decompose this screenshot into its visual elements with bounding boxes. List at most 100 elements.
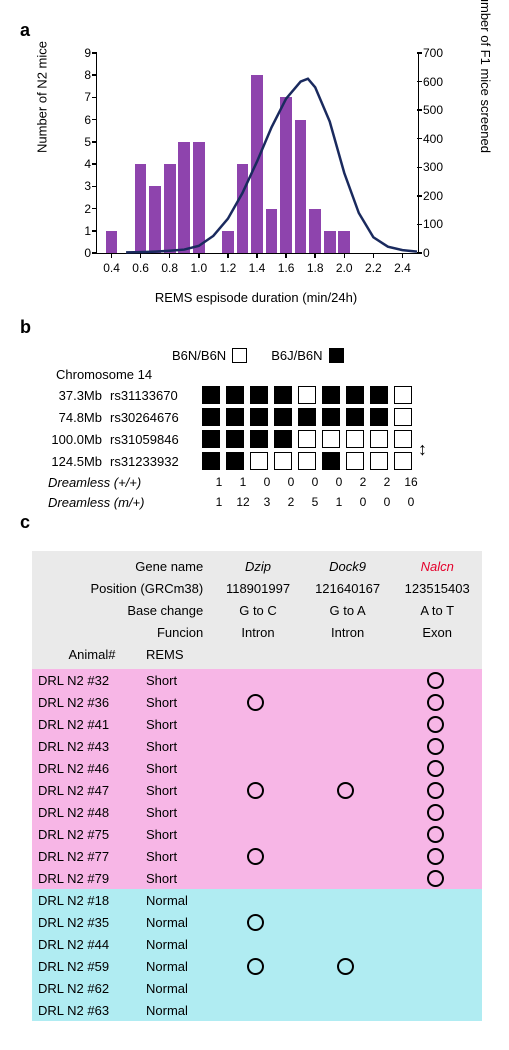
genotype-cell (274, 408, 292, 426)
header-row: Base changeG to CG to AA to T (32, 599, 482, 621)
genotype-cell (298, 452, 316, 470)
rems-label: Short (146, 871, 210, 886)
rems-label: Short (146, 739, 210, 754)
mutation-mark-icon (427, 804, 444, 821)
rems-label: Short (146, 849, 210, 864)
ytick-right: 0 (417, 246, 430, 260)
line-series (97, 53, 417, 253)
rems-label: Normal (146, 1003, 210, 1018)
snp-row: 37.3Mbrs31133670 (32, 384, 489, 406)
ytick-right: 100 (417, 217, 443, 231)
animal-id: DRL N2 #36 (32, 695, 146, 710)
mutation-mark-icon (427, 782, 444, 799)
chart-a-xlabel: REMS espisode duration (min/24h) (96, 290, 416, 305)
mutation-cell (210, 958, 300, 975)
table-row: DRL N2 #63Normal (32, 999, 482, 1021)
count-label: Dreamless (+/+) (32, 475, 210, 490)
mutation-mark-icon (427, 716, 444, 733)
header-cell: G to C (213, 603, 303, 618)
mutation-mark-icon (427, 760, 444, 777)
count-value: 0 (306, 475, 324, 489)
genotype-cell (202, 408, 220, 426)
snp-position: 124.5Mb (32, 454, 110, 469)
panel-c-short-block: DRL N2 #32ShortDRL N2 #36ShortDRL N2 #41… (32, 669, 482, 889)
genotype-cell (226, 430, 244, 448)
header-cell: Dock9 (303, 559, 393, 574)
count-label: Dreamless (m/+) (32, 495, 210, 510)
xtick: 2.4 (394, 253, 411, 275)
snp-position: 37.3Mb (32, 388, 110, 403)
animal-id: DRL N2 #75 (32, 827, 146, 842)
mutation-mark-icon (247, 958, 264, 975)
genotype-cell (250, 386, 268, 404)
mutation-cell (390, 804, 480, 821)
panel-b-counts: Dreamless (+/+)1100002216Dreamless (m/+)… (32, 472, 489, 512)
mutation-mark-icon (247, 914, 264, 931)
animal-id: DRL N2 #79 (32, 871, 146, 886)
ytick-left: 5 (84, 135, 97, 149)
count-row: Dreamless (+/+)1100002216 (32, 472, 489, 492)
count-value: 12 (234, 495, 252, 509)
animal-id: DRL N2 #59 (32, 959, 146, 974)
panel-c-normal-block: DRL N2 #18NormalDRL N2 #35NormalDRL N2 #… (32, 889, 482, 1021)
ytick-right: 300 (417, 160, 443, 174)
snp-position: 100.0Mb (32, 432, 110, 447)
genotype-cell (346, 386, 364, 404)
panel-b-rows: 37.3Mbrs3113367074.8Mbrs30264676100.0Mbr… (32, 384, 489, 472)
header-label: Base change (32, 603, 213, 618)
xtick: 0.8 (161, 253, 178, 275)
table-row: DRL N2 #48Short (32, 801, 482, 823)
xtick: 2.2 (365, 253, 382, 275)
count-value: 16 (402, 475, 420, 489)
genotype-cell (250, 430, 268, 448)
genotype-cell (346, 452, 364, 470)
table-row: DRL N2 #32Short (32, 669, 482, 691)
ytick-left: 9 (84, 46, 97, 60)
ytick-right: 600 (417, 75, 443, 89)
ytick-left: 1 (84, 224, 97, 238)
ytick-right: 500 (417, 103, 443, 117)
count-value: 1 (234, 475, 252, 489)
snp-row: 100.0Mbrs31059846↕ (32, 428, 489, 450)
mutation-cell (210, 914, 300, 931)
header-row: Position (GRCm38)11890199712164016712351… (32, 577, 482, 599)
mutation-mark-icon (427, 738, 444, 755)
table-row: DRL N2 #77Short (32, 845, 482, 867)
count-value: 1 (210, 495, 228, 509)
genotype-cell (394, 386, 412, 404)
animal-id: DRL N2 #18 (32, 893, 146, 908)
legend-filled-swatch (329, 348, 344, 363)
xtick: 1.6 (278, 253, 295, 275)
count-value: 1 (210, 475, 228, 489)
count-value: 2 (282, 495, 300, 509)
table-row: DRL N2 #46Short (32, 757, 482, 779)
header-row: Gene nameDzipDock9Nalcn (32, 555, 482, 577)
panel-a: a Number of N2 mice Number of F1 mice sc… (20, 20, 489, 311)
genotype-cell (322, 452, 340, 470)
genotype-cell (250, 408, 268, 426)
animal-id: DRL N2 #43 (32, 739, 146, 754)
genotype-cell (394, 408, 412, 426)
table-row: DRL N2 #62Normal (32, 977, 482, 999)
genotype-cell (202, 430, 220, 448)
mutation-mark-icon (427, 870, 444, 887)
genotype-cell (298, 430, 316, 448)
genotype-cell (322, 386, 340, 404)
ytick-left: 3 (84, 179, 97, 193)
count-value: 3 (258, 495, 276, 509)
header-cell: G to A (303, 603, 393, 618)
genotype-cell (274, 430, 292, 448)
table-row: DRL N2 #18Normal (32, 889, 482, 911)
ytick-left: 2 (84, 202, 97, 216)
table-row: DRL N2 #43Short (32, 735, 482, 757)
rems-label: Normal (146, 959, 210, 974)
genotype-cell (226, 386, 244, 404)
panel-a-label: a (20, 20, 30, 40)
animal-id: DRL N2 #48 (32, 805, 146, 820)
table-row: DRL N2 #44Normal (32, 933, 482, 955)
ytick-left: 4 (84, 157, 97, 171)
count-value: 2 (354, 475, 372, 489)
header-cell: Nalcn (392, 559, 482, 574)
count-value: 2 (378, 475, 396, 489)
mutation-cell (300, 958, 390, 975)
